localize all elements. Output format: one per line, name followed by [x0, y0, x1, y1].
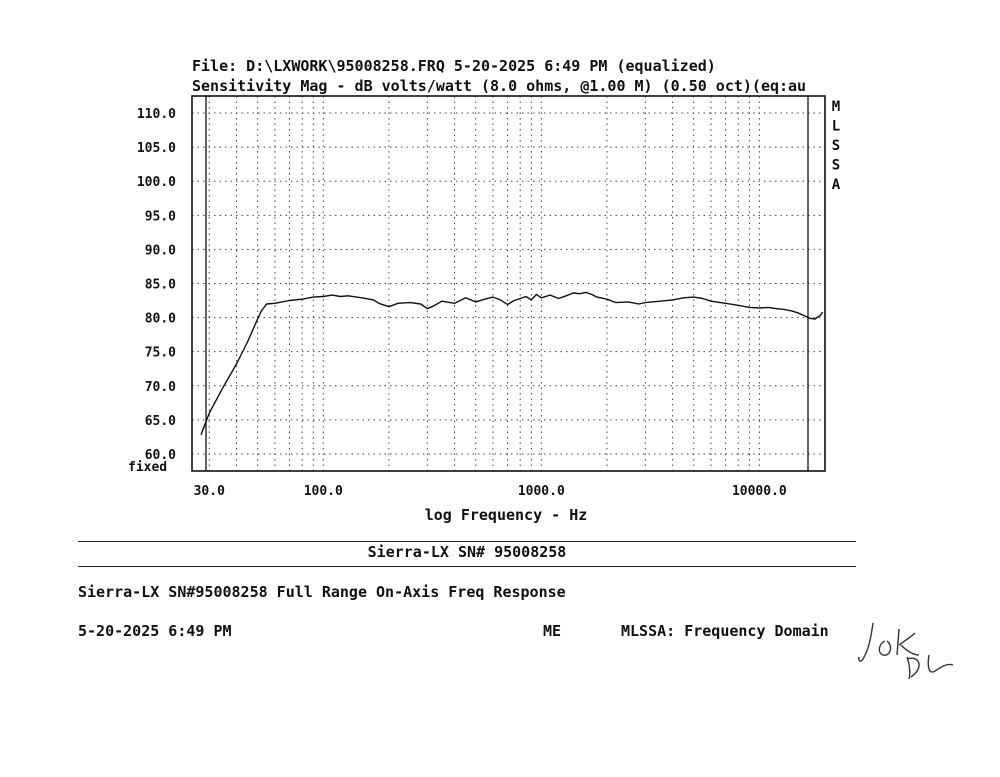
footer-mode: MLSSA: Frequency Domain: [621, 622, 829, 640]
y-tick-labels: 110.0 105.0 100.0 95.0 90.0 85.0 80.0 75.0 70.0 6…: [137, 107, 176, 463]
mlssa-side-label: MLSSA: [832, 99, 841, 193]
y-tick-label: 90.0: [145, 243, 176, 258]
footer-title: Sierra-LX SN# 95008258: [367, 543, 567, 561]
sensitivity-header-line: Sensitivity Mag - dB volts/watt (8.0 ohm…: [192, 77, 807, 95]
y-tick-label: 65.0: [145, 414, 176, 429]
fixed-scale-label: fixed: [128, 460, 168, 475]
footer-top-rule: [78, 541, 856, 542]
file-header-line: File: D:\LXWORK\95008258.FRQ 5-20-2025 6…: [192, 57, 716, 75]
x-tick-label: 1000.0: [518, 484, 565, 499]
y-tick-label: 85.0: [145, 278, 176, 293]
x-tick-label: 10000.0: [732, 484, 787, 499]
x-tick-label: 100.0: [304, 484, 343, 499]
footer-date: 5-20-2025 6:49 PM: [78, 622, 232, 640]
x-tick-labels: 30.0 100.0 1000.0 10000.0: [194, 484, 787, 499]
side-label-letter: A: [832, 177, 841, 193]
frequency-response-chart: 110.0 105.0 100.0 95.0 90.0 85.0 80.0 75.0 70.0 6…: [137, 95, 841, 499]
x-axis-label: log Frequency - Hz: [424, 506, 588, 524]
side-label-letter: M: [832, 99, 840, 115]
y-tick-label: 95.0: [145, 209, 176, 224]
grid-layer: [192, 96, 826, 471]
footer-operator: ME: [543, 622, 562, 640]
y-tick-label: 70.0: [145, 380, 176, 395]
side-label-letter: S: [832, 158, 840, 174]
side-label-letter: S: [832, 138, 840, 154]
x-tick-label: 30.0: [194, 484, 225, 499]
y-tick-label: 105.0: [137, 141, 176, 156]
footer-description: Sierra-LX SN#95008258 Full Range On-Axis…: [78, 583, 566, 601]
y-tick-label: 110.0: [137, 107, 176, 122]
plot-frame: [191, 95, 826, 472]
y-tick-label: 60.0: [145, 448, 176, 463]
y-tick-label: 80.0: [145, 312, 176, 327]
series-layer: [200, 291, 824, 436]
footer-bottom-rule: [78, 566, 856, 567]
side-label-letter: L: [832, 119, 840, 135]
handwritten-signature: [858, 622, 954, 680]
y-tick-label: 100.0: [137, 175, 176, 190]
y-tick-label: 75.0: [145, 346, 176, 361]
response-curve: [200, 291, 824, 436]
